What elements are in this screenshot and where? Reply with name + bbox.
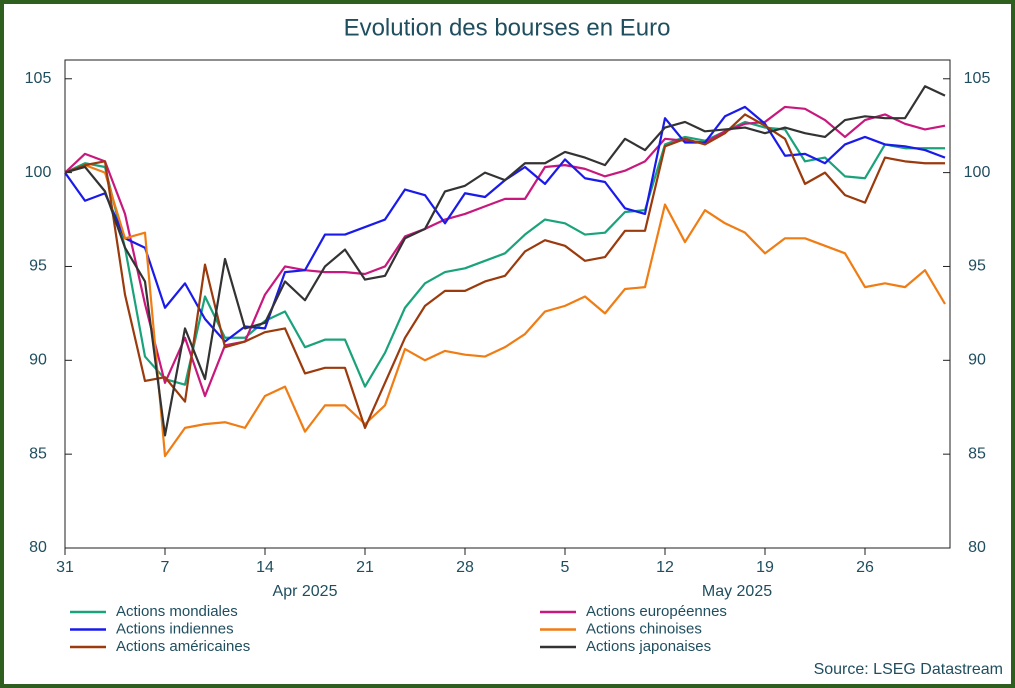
x-tick-label: 28 [456, 559, 474, 576]
x-tick-label: 7 [161, 559, 170, 576]
legend-label: Actions européennes [586, 603, 727, 620]
source: Source: LSEG Datastream [814, 661, 1003, 678]
y-tick-label: 100 [25, 164, 52, 181]
y-tick-label: 80 [29, 539, 47, 556]
legend-label: Actions américaines [116, 638, 250, 655]
y2-tick-label: 95 [968, 258, 986, 275]
plot-frame [64, 59, 951, 549]
series-line [64, 85, 946, 437]
month-label: May 2025 [702, 583, 772, 600]
legend-label: Actions japonaises [586, 638, 711, 655]
y-tick-label: 85 [29, 445, 47, 462]
chart-title: Evolution des bourses en Euro [344, 14, 671, 41]
y2-tick-label: 100 [964, 164, 991, 181]
x-tick-label: 14 [256, 559, 274, 576]
x-tick-label: 12 [656, 559, 674, 576]
legend-label: Actions chinoises [586, 620, 702, 637]
x-tick-label: 26 [856, 559, 874, 576]
x-tick-label: 31 [56, 559, 74, 576]
y-tick-label: 90 [29, 352, 47, 369]
y2-tick-label: 90 [968, 352, 986, 369]
y2-tick-label: 85 [968, 445, 986, 462]
series-line [64, 164, 946, 458]
month-label: Apr 2025 [273, 583, 338, 600]
series-line [64, 105, 946, 398]
x-tick-label: 21 [356, 559, 374, 576]
y2-tick-label: 80 [968, 539, 986, 556]
y2-tick-label: 105 [964, 70, 991, 87]
legend-label: Actions indiennes [116, 620, 234, 637]
series-line [64, 113, 945, 429]
series-line [64, 120, 945, 388]
x-tick-label: 5 [561, 559, 570, 576]
x-tick-label: 19 [756, 559, 774, 576]
y-tick-label: 95 [29, 258, 47, 275]
y-tick-label: 105 [25, 70, 52, 87]
legend-label: Actions mondiales [116, 603, 238, 620]
